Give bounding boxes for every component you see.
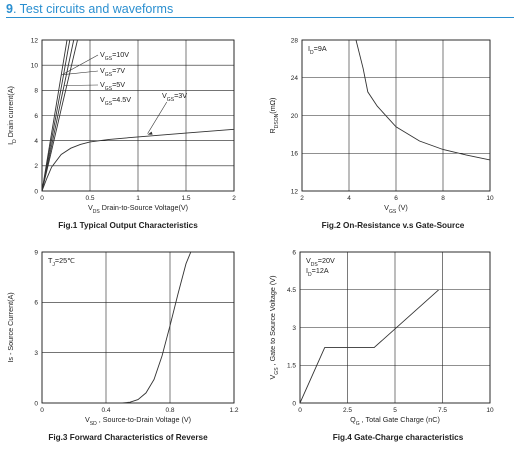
y-axis-label: Is - Source Current(A) [6, 292, 15, 362]
series-line-0 [121, 252, 192, 403]
x-tick-label: 1.2 [229, 407, 238, 414]
y-tick-label: 6 [34, 300, 38, 307]
y-tick-label: 9 [34, 249, 38, 256]
series-legend-label: VGS=7V [100, 66, 125, 78]
y-tick-label: 6 [292, 249, 296, 256]
x-axis-label: VGS (V) [384, 203, 408, 215]
condition-annotation: TJ=25℃ [48, 256, 75, 268]
plot-frame [301, 39, 491, 192]
condition-annotation: ID=12A [306, 266, 329, 278]
figure-caption: Fig.4 Gate-Charge characteristics [333, 433, 464, 442]
x-axis-label: QG , Total Gate Charge (nC) [350, 415, 440, 427]
y-tick-label: 3 [34, 350, 38, 357]
x-tick-label: 1 [136, 195, 140, 202]
y-axis-label: RDSON(mΩ) [268, 98, 280, 134]
y-tick-label: 2 [34, 163, 38, 170]
y-tick-label: 8 [34, 88, 38, 95]
x-tick-label: 4 [347, 195, 351, 202]
x-tick-label: 2 [232, 195, 236, 202]
x-tick-label: 0 [298, 407, 302, 414]
plot-frame [299, 251, 491, 404]
x-tick-label: 10 [486, 195, 494, 202]
series-line-1 [42, 40, 71, 191]
grid [41, 39, 235, 192]
condition-annotation: VDS=20V [306, 256, 335, 268]
figure-caption: Fig.1 Typical Output Characteristics [58, 221, 198, 230]
y-tick-label: 10 [31, 62, 39, 69]
series-legend-label: VGS=5V [100, 80, 125, 92]
y-tick-label: 6 [34, 113, 38, 120]
x-tick-label: 0.8 [165, 407, 174, 414]
y-tick-label: 4.5 [287, 287, 296, 294]
series-line-3 [42, 40, 78, 191]
figure-caption: Fig.3 Forward Characteristics of Reverse [48, 433, 208, 442]
y-tick-label: 28 [291, 37, 299, 44]
condition-annotation: ID=9A [308, 44, 327, 56]
x-tick-label: 6 [394, 195, 398, 202]
fig1-output-characteristics-chart: 0 0.5 1 1.5 2 0 2 4 6 8 10 12 VDS Drain-to-Source Vo… [6, 37, 236, 230]
x-tick-label: 10 [486, 407, 494, 414]
x-tick-label: 0.4 [101, 407, 110, 414]
figure-caption: Fig.2 On-Resistance v.s Gate-Source [322, 221, 465, 230]
legend-leader-line [147, 101, 168, 134]
x-tick-label: 0 [40, 195, 44, 202]
x-tick-label: 7.5 [438, 407, 447, 414]
legend-leader-line [63, 70, 99, 75]
series-legend-label: VGS=3V [162, 91, 187, 103]
y-tick-label: 20 [291, 113, 299, 120]
grid [301, 39, 491, 192]
series-line-0 [355, 40, 490, 161]
arrow-head [147, 131, 153, 135]
y-tick-label: 12 [291, 188, 299, 195]
section-title: . Test circuits and waveforms [12, 2, 174, 16]
x-axis-label: VSD , Source-to-Drain Voltage (V) [85, 415, 191, 427]
x-tick-label: 2.5 [343, 407, 352, 414]
series-line-0 [42, 40, 68, 191]
y-axis-label: ID Drain current(A) [6, 86, 18, 145]
legend-leader-line [61, 54, 99, 76]
series-line-4 [42, 128, 234, 191]
x-tick-label: 8 [441, 195, 445, 202]
fig3-forward-characteristics-chart: 0 0.4 0.8 1.2 0 3 6 9 VSD , Source-to-Drain Volt… [6, 249, 239, 442]
y-tick-label: 12 [31, 37, 39, 44]
series-legend-label: VGS=4.5V [100, 95, 131, 107]
series-line-2 [42, 40, 75, 191]
plot-frame [41, 251, 235, 404]
y-tick-label: 0 [34, 400, 38, 407]
series-legend-label: VGS=10V [100, 50, 129, 62]
y-tick-label: 4 [34, 138, 38, 145]
x-tick-label: 1.5 [181, 195, 190, 202]
fig4-gate-charge-chart: 0 2.5 5 7.5 10 0 1.5 3 4.5 6 QG , Total Gate Charg… [268, 249, 494, 442]
x-tick-label: 5 [393, 407, 397, 414]
section-header: 9. Test circuits and waveforms [6, 2, 514, 18]
x-tick-label: 2 [300, 195, 304, 202]
y-axis-label: VGS , Gate to Source Voltage (V) [268, 276, 280, 380]
x-tick-label: 0.5 [85, 195, 94, 202]
y-tick-label: 0 [34, 188, 38, 195]
y-tick-label: 16 [291, 151, 299, 158]
y-tick-label: 3 [292, 325, 296, 332]
y-tick-label: 1.5 [287, 363, 296, 370]
x-tick-label: 0 [40, 407, 44, 414]
plot-frame [41, 39, 235, 192]
grid [41, 251, 235, 404]
y-tick-label: 0 [292, 400, 296, 407]
y-tick-label: 24 [291, 75, 299, 82]
series-line-0 [300, 289, 440, 403]
section-number: 9 [6, 2, 13, 16]
x-axis-label: VDS Drain-to-Source Voltage(V) [88, 203, 188, 215]
